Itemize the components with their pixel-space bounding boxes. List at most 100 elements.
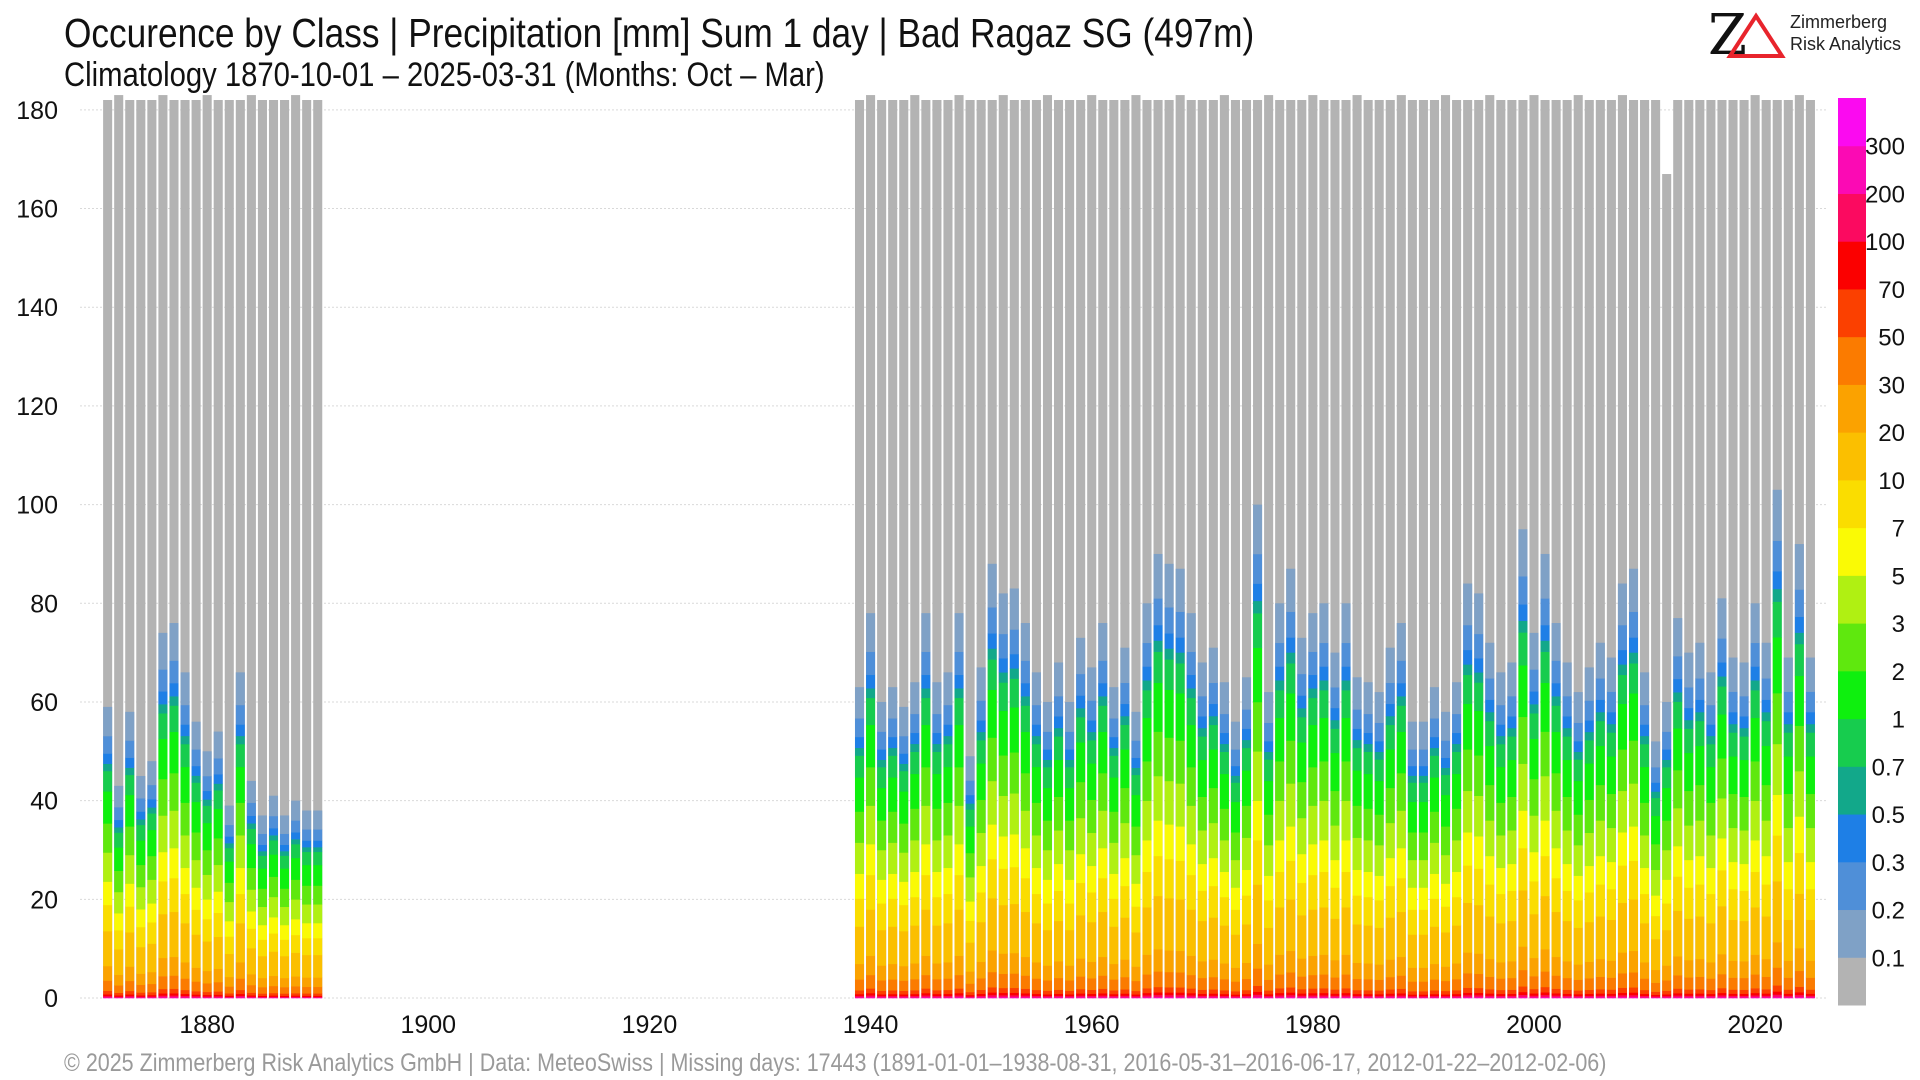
bar-segment — [1772, 601, 1782, 638]
bar-segment — [103, 763, 113, 772]
bar-segment — [987, 971, 997, 988]
bar-segment — [257, 956, 267, 979]
bar-dry-days — [1463, 100, 1473, 998]
bar-segment — [1562, 890, 1572, 922]
bar-segment — [1197, 662, 1207, 697]
bar-segment — [1009, 996, 1019, 999]
bar-segment — [1319, 666, 1329, 681]
bar-segment — [103, 823, 113, 853]
bar-segment — [1396, 878, 1406, 913]
bar-segment — [1087, 993, 1097, 996]
bar-segment — [235, 995, 245, 998]
bar-segment — [1463, 583, 1473, 626]
bar-segment — [1308, 688, 1318, 699]
bar-segment — [1640, 735, 1650, 745]
bar-segment — [1496, 867, 1506, 895]
bar-segment — [1772, 996, 1782, 999]
bar-segment — [224, 993, 234, 996]
legend-swatch — [1838, 670, 1866, 720]
bar-segment — [1628, 693, 1639, 741]
bar-segment — [1595, 642, 1605, 679]
legend-label: 3 — [1892, 611, 1905, 638]
bar-segment — [1330, 918, 1340, 961]
bar-segment — [1341, 690, 1351, 719]
bar-segment — [1805, 993, 1815, 996]
bar-segment — [1153, 775, 1163, 821]
bar-segment — [976, 892, 986, 923]
bar-segment — [877, 994, 887, 997]
bar-segment — [1164, 689, 1174, 738]
bar-dry-days — [1717, 100, 1727, 998]
bar-segment — [114, 949, 124, 975]
bar-segment — [1374, 995, 1384, 998]
bar-segment — [1640, 724, 1650, 737]
bar-segment — [1396, 956, 1406, 976]
bar-segment — [1805, 996, 1815, 999]
bar-segment — [1109, 993, 1119, 997]
bar-segment — [169, 696, 179, 706]
bar-segment — [1330, 707, 1340, 721]
bar-segment — [1772, 571, 1782, 590]
bar-segment — [1761, 993, 1771, 996]
bar-segment — [1286, 693, 1296, 741]
bar-segment — [976, 961, 986, 979]
bar-segment — [1109, 979, 1119, 991]
bar-segment — [987, 859, 997, 899]
bar-segment — [158, 988, 168, 994]
bar-segment — [213, 758, 223, 775]
bar-segment — [1794, 816, 1804, 854]
bar-segment — [1717, 798, 1727, 839]
bar-segment — [313, 954, 323, 978]
bar-segment — [1452, 713, 1462, 734]
bar-dry-days — [1065, 100, 1075, 998]
bar-segment — [114, 997, 124, 999]
bar-segment — [1341, 988, 1351, 994]
bar-segment — [1208, 959, 1218, 978]
bar-segment — [1087, 921, 1097, 962]
legend-swatch — [1838, 575, 1866, 624]
bar-segment — [987, 987, 997, 993]
bar-segment — [1197, 736, 1207, 761]
bar-segment — [1441, 883, 1451, 907]
bar-segment — [1396, 683, 1406, 697]
bar-segment — [1352, 869, 1362, 896]
bar-segment — [1363, 997, 1373, 999]
bar-segment — [213, 982, 223, 992]
bar-segment — [103, 736, 113, 754]
bar-segment — [1385, 917, 1395, 960]
bar-segment — [1275, 800, 1285, 841]
bar-segment — [302, 996, 312, 998]
bar-segment — [1175, 987, 1185, 993]
bar-dry-days — [1297, 100, 1307, 998]
bar-segment — [1186, 974, 1196, 989]
bar-segment — [202, 874, 212, 900]
bar-segment — [921, 988, 931, 994]
bar-segment — [1065, 749, 1075, 760]
bar-segment — [1208, 682, 1218, 705]
bar-segment — [1551, 660, 1561, 684]
bar-segment — [1529, 881, 1539, 915]
bar-segment — [1175, 994, 1185, 998]
bar-segment — [943, 672, 953, 706]
bar-segment — [1286, 783, 1296, 827]
bar-segment — [1485, 642, 1495, 679]
bar-segment — [235, 923, 245, 963]
bar-segment — [1452, 871, 1462, 898]
bar-segment — [1706, 743, 1716, 768]
bar-segment — [1396, 911, 1406, 958]
bar-segment — [1286, 992, 1296, 996]
bar-segment — [1485, 958, 1495, 977]
bar-segment — [1640, 997, 1650, 999]
bar-segment — [1750, 954, 1760, 975]
bar-segment — [1308, 909, 1318, 956]
bar-segment — [1562, 989, 1572, 994]
bar-segment — [1396, 975, 1406, 989]
bar-segment — [1142, 717, 1152, 762]
bar-segment — [910, 896, 920, 926]
x-axis: 1880 1900 1920 1940 1960 1980 2000 2020 — [179, 1011, 1783, 1039]
bar-segment — [1429, 873, 1440, 899]
bar-segment — [280, 906, 290, 926]
bar-segment — [246, 780, 256, 803]
bar-segment — [1418, 859, 1428, 888]
bar-segment — [965, 794, 975, 804]
